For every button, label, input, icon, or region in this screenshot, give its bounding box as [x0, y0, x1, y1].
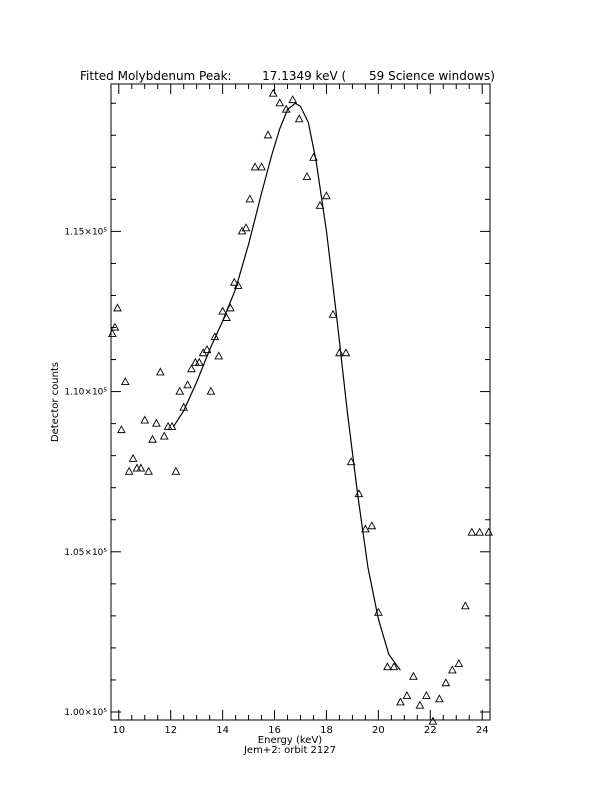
- data-point: [448, 665, 457, 674]
- data-point: [346, 457, 356, 466]
- data-point: [144, 466, 153, 475]
- data-point: [229, 277, 239, 286]
- x-tick-label: 22: [424, 725, 437, 736]
- y-tick-label: 1.05×10⁵: [64, 548, 107, 558]
- data-point: [428, 716, 438, 725]
- data-point: [152, 418, 161, 427]
- data-point: [383, 662, 392, 671]
- data-points: [107, 88, 494, 725]
- data-point: [335, 348, 344, 357]
- data-point: [167, 421, 177, 430]
- data-point: [206, 386, 216, 395]
- data-point: [214, 351, 224, 360]
- data-point: [124, 466, 134, 475]
- data-point: [302, 171, 312, 180]
- y-tick-label: 1.10×10⁵: [64, 388, 107, 398]
- data-point: [475, 527, 484, 536]
- data-point: [222, 312, 231, 321]
- data-point: [315, 200, 325, 209]
- data-point: [117, 425, 126, 434]
- data-point: [389, 662, 399, 671]
- data-point: [460, 601, 470, 610]
- y-axis-label: Detector counts: [50, 362, 61, 442]
- data-point: [175, 386, 185, 395]
- data-point: [110, 322, 120, 331]
- data-point: [107, 328, 117, 337]
- data-point: [263, 130, 273, 139]
- data-point: [374, 607, 383, 616]
- data-point: [194, 357, 204, 366]
- data-point: [396, 697, 405, 706]
- y-tick-label: 1.15×10⁵: [64, 227, 107, 237]
- chart-title: Fitted Molybdenum Peak: 17.1349 keV ( 59…: [80, 69, 495, 83]
- data-point: [113, 303, 122, 312]
- plot-frame: [110, 83, 491, 721]
- x-tick-label: 20: [372, 725, 385, 736]
- data-point: [354, 489, 364, 498]
- data-point: [128, 453, 138, 462]
- y-tick-label: 1.00×10⁵: [64, 708, 107, 718]
- data-point: [233, 280, 243, 289]
- x-axis-ticks: 10 12 14 16 18 20 22 24: [112, 84, 489, 736]
- data-point: [288, 95, 298, 104]
- data-point: [367, 521, 377, 530]
- data-point: [422, 691, 431, 700]
- footer-label: Jem+2: orbit 2127: [243, 745, 336, 756]
- data-point: [155, 367, 165, 376]
- data-point: [257, 162, 266, 171]
- data-point: [120, 377, 130, 386]
- x-tick-label: 12: [164, 725, 177, 736]
- x-axis-label: Energy (keV): [258, 735, 323, 746]
- data-point: [241, 223, 251, 232]
- data-point: [467, 527, 477, 536]
- data-point: [341, 348, 351, 357]
- data-point: [187, 364, 196, 373]
- data-point: [202, 344, 212, 353]
- data-point: [226, 303, 235, 312]
- data-point: [275, 98, 285, 107]
- data-point: [210, 332, 220, 341]
- x-tick-label: 18: [320, 725, 333, 736]
- data-point: [309, 152, 318, 161]
- data-point: [328, 309, 338, 318]
- data-point: [183, 380, 192, 389]
- data-point: [245, 194, 255, 203]
- fit-curve: [172, 102, 401, 671]
- data-point: [484, 527, 494, 536]
- data-point: [218, 306, 227, 315]
- data-point: [322, 191, 331, 200]
- data-point: [136, 463, 146, 472]
- data-point: [294, 114, 304, 123]
- x-tick-label: 16: [268, 725, 281, 736]
- x-tick-label: 14: [216, 725, 229, 736]
- data-point: [281, 104, 291, 113]
- x-tick-label: 10: [112, 725, 125, 736]
- data-point: [441, 678, 451, 687]
- data-point: [159, 431, 169, 440]
- data-point: [268, 88, 278, 97]
- data-point: [402, 691, 412, 700]
- data-point: [148, 434, 157, 443]
- data-point: [250, 162, 260, 171]
- data-point: [179, 402, 189, 411]
- data-point: [454, 658, 464, 667]
- data-point: [171, 466, 181, 475]
- y-axis-ticks: 1.00×10⁵ 1.05×10⁵ 1.10×10⁵ 1.15×10⁵: [64, 102, 490, 718]
- data-point: [415, 700, 425, 709]
- x-tick-label: 24: [476, 725, 489, 736]
- data-point: [409, 671, 418, 680]
- data-point: [140, 415, 150, 424]
- data-point: [435, 694, 444, 703]
- data-point: [361, 524, 370, 533]
